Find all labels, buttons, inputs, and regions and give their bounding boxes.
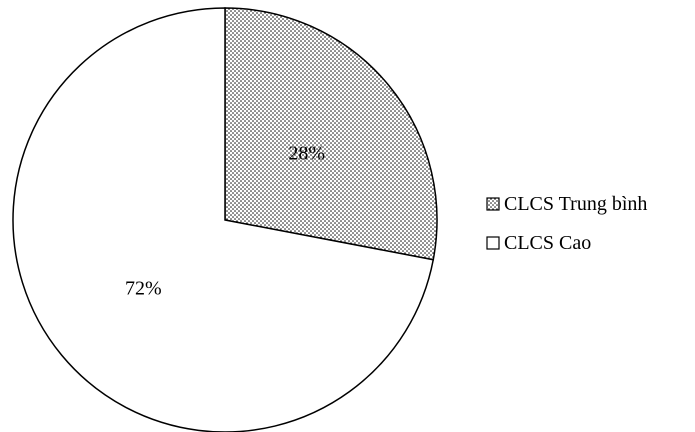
legend: CLCS Trung bình CLCS Cao [486, 193, 647, 254]
pie-slice-1 [224, 7, 438, 261]
pie-slice-2 [12, 7, 435, 432]
pie-data-labels: 28% 72% [125, 142, 325, 299]
legend-swatch-2 [486, 236, 500, 250]
pie-data-label-1: 28% [288, 142, 325, 164]
legend-label-2: CLCS Cao [504, 232, 591, 254]
pie-data-label-2: 72% [125, 278, 162, 300]
pie-slices [12, 7, 438, 432]
legend-swatch-1 [486, 197, 500, 211]
legend-label-1: CLCS Trung bình [504, 193, 647, 215]
